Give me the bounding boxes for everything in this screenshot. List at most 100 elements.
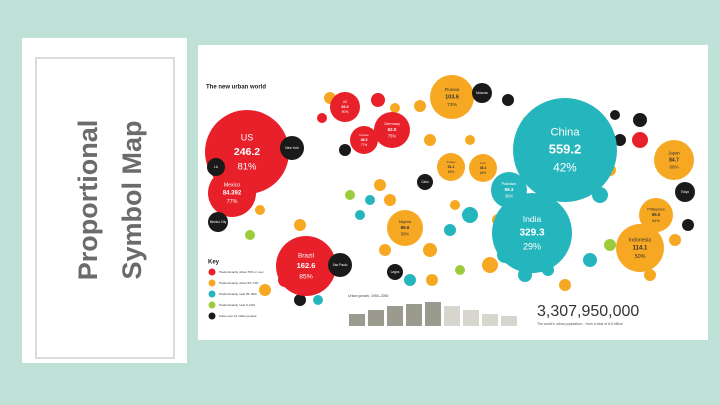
country-value: 114.1 (633, 246, 648, 252)
country-bubble (387, 210, 423, 246)
map-title: The new urban world (206, 85, 266, 91)
country-label: Philippines (647, 207, 665, 211)
key-swatch (208, 279, 216, 287)
small-bubble (294, 219, 306, 231)
city-bubble (472, 83, 492, 103)
country-value: 65.6 (401, 225, 410, 230)
map: The new urban world Key Urban growth, 19… (205, 75, 695, 326)
country-value: 84.392 (223, 191, 242, 197)
key-swatch (208, 312, 216, 320)
country-bubble (513, 98, 617, 202)
country-value: 246.2 (234, 146, 260, 158)
key-title: Key (208, 260, 220, 266)
small-bubble (450, 200, 460, 210)
country-value: 84.7 (669, 157, 679, 163)
city-label: LA (214, 165, 219, 169)
growth-bar (387, 306, 403, 326)
country-label: Nigeria (399, 220, 412, 224)
country-bubble (654, 140, 694, 180)
small-bubble (414, 100, 426, 112)
small-bubble (339, 144, 351, 156)
small-bubble (371, 93, 385, 107)
country-percent: 90% (342, 110, 349, 114)
country-value: 48.5 (361, 138, 368, 142)
key-label: Cities over 10 million people (219, 314, 257, 318)
small-bubble (374, 179, 386, 191)
key-label: Predominantly urban 50–74% (219, 281, 259, 285)
country-percent: 73% (447, 102, 458, 108)
key-swatch (208, 268, 216, 276)
key-label: Predominantly rural 25–49% (219, 292, 257, 296)
country-bubble (492, 193, 572, 273)
small-bubble (245, 230, 255, 240)
total-caption: The world's urban population – from a to… (537, 322, 623, 326)
country-label: Mexico (224, 182, 240, 188)
growth-bar (425, 302, 441, 326)
slide-title: Proportional (73, 120, 103, 281)
country-percent: 77% (227, 199, 238, 205)
city-bubble (417, 174, 433, 190)
small-bubble (345, 190, 355, 200)
country-percent: 50% (401, 232, 410, 237)
title-panel-border (35, 57, 175, 359)
country-value: 51.1 (448, 165, 455, 169)
city-bubble (675, 182, 695, 202)
country-label: Iran (480, 161, 486, 165)
country-label: Turkey (446, 160, 456, 164)
slide-title: Symbol Map (117, 120, 147, 279)
country-percent: 29% (523, 242, 541, 252)
country-label: Russia (445, 87, 460, 92)
city-bubble (280, 136, 304, 160)
small-bubble (455, 265, 465, 275)
country-percent: 64% (652, 219, 660, 223)
country-label: India (523, 214, 542, 224)
small-bubble (669, 234, 681, 246)
small-bubble (604, 239, 616, 251)
country-label: UK (343, 100, 348, 104)
city-label: Lagos (391, 270, 400, 274)
country-percent: 85% (299, 274, 313, 281)
country-percent: 36% (505, 194, 514, 199)
small-bubble (424, 134, 436, 146)
small-bubble (559, 279, 571, 291)
country-percent: 75% (388, 134, 397, 139)
country-value: 103.6 (445, 94, 459, 100)
city-label: New York (285, 146, 299, 150)
key-label: Predominantly rural 0–24% (219, 303, 256, 307)
small-bubble (482, 257, 498, 273)
country-bubble (330, 92, 360, 122)
country-value: 59.3 (505, 187, 514, 192)
country-label: Japan (668, 150, 680, 155)
city-label: Mexico City (210, 220, 227, 224)
country-percent: 68% (480, 171, 487, 175)
small-bubble (404, 274, 416, 286)
country-value: 559.2 (549, 141, 582, 156)
country-percent: 69% (448, 170, 455, 174)
city-bubble (208, 212, 228, 232)
small-bubble (255, 205, 265, 215)
country-percent: 42% (553, 162, 577, 175)
small-bubble (462, 207, 478, 223)
country-percent: 50% (635, 254, 646, 260)
key-label: Predominantly urban 75% or over (219, 270, 264, 274)
city-bubble (207, 158, 225, 176)
country-label: US (241, 132, 254, 142)
small-bubble (502, 94, 514, 106)
small-bubble (355, 210, 365, 220)
city-bubble (387, 264, 403, 280)
growth-bar (501, 316, 517, 326)
country-bubble (350, 126, 378, 154)
country-bubble (374, 112, 410, 148)
total-population: 3,307,950,000 (537, 303, 639, 320)
key-swatch (208, 290, 216, 298)
growth-bar (482, 314, 498, 326)
country-bubble (639, 198, 673, 232)
country-label: Indonesia (629, 237, 651, 243)
small-bubble (294, 294, 306, 306)
country-value: 329.3 (519, 228, 544, 239)
small-bubble (644, 269, 656, 281)
country-bubble (616, 224, 664, 272)
small-bubble (583, 253, 597, 267)
